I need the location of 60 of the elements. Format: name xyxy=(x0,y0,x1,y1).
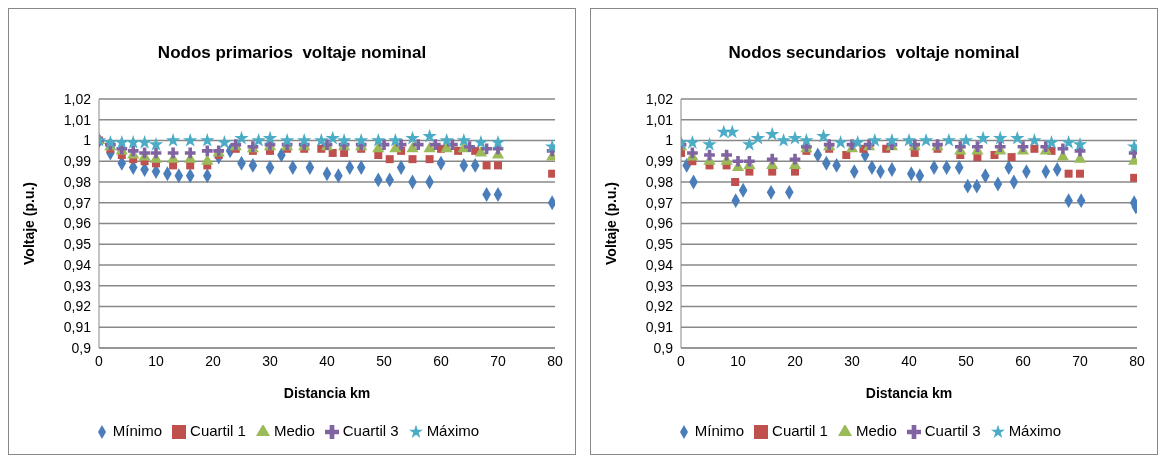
y-tick-label: 0,94 xyxy=(645,256,674,273)
y-tick-label: 0,99 xyxy=(63,153,92,170)
y-tick-label: 0,96 xyxy=(645,215,674,232)
legend-label: Mínimo xyxy=(112,421,163,439)
legend-label: Máximo xyxy=(1008,421,1062,439)
y-tick-label: 0,97 xyxy=(645,194,674,211)
chart-title: Nodos primarios voltaje nominal xyxy=(156,43,428,63)
legend-label: Medio xyxy=(273,421,315,439)
y-axis-title: Voltaje (p.u.) xyxy=(602,182,619,265)
y-tick-label: 0,95 xyxy=(63,236,92,253)
x-tick-label: 50 xyxy=(376,352,392,369)
y-tick-label: 0,93 xyxy=(63,277,92,294)
x-tick-label: 40 xyxy=(319,352,335,369)
x-tick-label: 40 xyxy=(901,352,917,369)
x-tick-label: 20 xyxy=(205,352,221,369)
y-tick-label: 1 xyxy=(665,132,674,149)
y-tick-label: 1,01 xyxy=(645,111,674,128)
x-tick-label: 30 xyxy=(262,352,278,369)
x-tick-label: 10 xyxy=(730,352,746,369)
y-tick-label: 0,91 xyxy=(63,319,92,336)
y-tick-label: 0,94 xyxy=(63,256,92,273)
legend-label: Máximo xyxy=(426,421,480,439)
y-tick-label: 0,91 xyxy=(645,319,674,336)
y-tick-label: 0,98 xyxy=(63,173,92,190)
x-tick-label: 60 xyxy=(433,352,449,369)
x-tick-label: 60 xyxy=(1015,352,1031,369)
x-tick-label: 70 xyxy=(1072,352,1088,369)
y-tick-label: 1,01 xyxy=(63,111,92,128)
x-tick-label: 10 xyxy=(148,352,164,369)
legend-label: Cuartil 1 xyxy=(190,421,246,439)
y-tick-label: 1 xyxy=(83,132,92,149)
y-axis-title: Voltaje (p.u.) xyxy=(20,182,37,265)
x-tick-label: 80 xyxy=(1129,352,1145,369)
x-tick-label: 70 xyxy=(490,352,506,369)
legend-label: Cuartil 3 xyxy=(924,421,981,439)
y-tick-label: 1,02 xyxy=(645,90,674,107)
x-tick-label: 0 xyxy=(95,352,104,369)
x-tick-label: 50 xyxy=(958,352,974,369)
y-tick-label: 0,95 xyxy=(645,236,674,253)
y-tick-label: 0,92 xyxy=(63,298,92,315)
y-tick-label: 1,02 xyxy=(63,90,92,107)
legend-label: Mínimo xyxy=(694,421,745,439)
legend-label: Cuartil 1 xyxy=(772,421,828,439)
x-tick-label: 80 xyxy=(547,352,563,369)
legend-label: Cuartil 3 xyxy=(342,421,399,439)
y-tick-label: 0,92 xyxy=(645,298,674,315)
y-tick-label: 0,97 xyxy=(63,194,92,211)
chart-title: Nodos secundarios voltaje nominal xyxy=(727,43,1021,63)
x-axis-title: Distancia km xyxy=(283,384,371,401)
x-tick-label: 20 xyxy=(787,352,803,369)
y-tick-label: 0,96 xyxy=(63,215,92,232)
y-tick-label: 0,93 xyxy=(645,277,674,294)
y-tick-label: 0,99 xyxy=(645,153,674,170)
x-tick-label: 30 xyxy=(844,352,860,369)
y-tick-label: 0,9 xyxy=(653,339,674,356)
x-axis-title: Distancia km xyxy=(865,384,953,401)
legend-label: Medio xyxy=(855,421,897,439)
x-tick-label: 0 xyxy=(677,352,686,369)
y-tick-label: 0,9 xyxy=(71,339,92,356)
y-tick-label: 0,98 xyxy=(645,173,674,190)
